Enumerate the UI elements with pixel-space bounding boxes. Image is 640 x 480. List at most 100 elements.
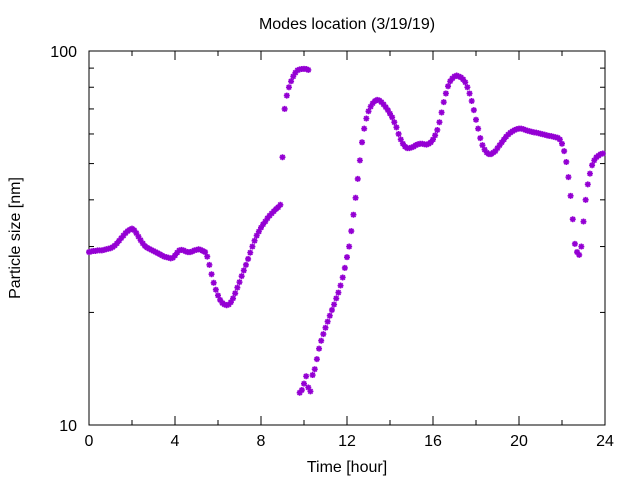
data-point xyxy=(387,110,393,117)
data-point xyxy=(116,237,123,244)
data-point xyxy=(126,226,133,233)
data-point xyxy=(292,69,299,76)
data-point xyxy=(384,107,391,114)
data-point xyxy=(462,79,469,86)
data-point xyxy=(494,145,501,152)
data-point xyxy=(479,142,486,149)
data-point xyxy=(298,387,305,394)
data-point xyxy=(346,243,353,250)
data-point xyxy=(217,296,224,303)
data-point xyxy=(393,124,400,131)
x-tick-label: 20 xyxy=(510,433,528,450)
data-point xyxy=(354,175,361,182)
data-point xyxy=(569,216,576,223)
data-point xyxy=(294,67,301,74)
data-point xyxy=(436,119,443,126)
data-point xyxy=(582,196,589,203)
data-point xyxy=(341,264,348,271)
data-point xyxy=(576,251,583,258)
data-point xyxy=(571,240,578,247)
data-point xyxy=(275,204,282,211)
data-point xyxy=(380,101,387,108)
data-point xyxy=(208,271,215,278)
data-point xyxy=(118,235,125,242)
data-point xyxy=(215,292,221,299)
data-point xyxy=(574,249,581,256)
data-point xyxy=(264,215,271,222)
data-point xyxy=(290,73,297,80)
data-point xyxy=(328,306,335,313)
data-point xyxy=(234,284,241,291)
x-tick-labels: 0 4 8 12 16 20 24 xyxy=(85,433,614,450)
data-point xyxy=(137,237,144,244)
data-point xyxy=(578,243,585,250)
data-point xyxy=(500,136,507,143)
x-tick-label: 4 xyxy=(171,433,180,450)
data-point xyxy=(324,318,331,325)
data-point xyxy=(561,148,568,155)
data-point xyxy=(133,230,140,237)
data-point xyxy=(303,66,310,73)
data-point xyxy=(567,192,574,199)
data-point xyxy=(316,345,323,352)
axis-ticks xyxy=(88,50,606,426)
data-point xyxy=(430,136,436,143)
data-point xyxy=(565,174,572,181)
data-point xyxy=(251,237,258,244)
data-point xyxy=(303,373,310,380)
data-point xyxy=(559,140,565,147)
data-point xyxy=(172,252,178,259)
data-point xyxy=(242,261,249,268)
data-point xyxy=(481,146,488,153)
data-point xyxy=(333,295,340,302)
data-point xyxy=(412,142,419,149)
data-point xyxy=(580,218,587,225)
data-point xyxy=(285,84,292,91)
data-point xyxy=(408,144,415,151)
data-point xyxy=(318,337,325,344)
data-point xyxy=(204,253,211,260)
data-point xyxy=(301,380,307,387)
data-point xyxy=(466,90,473,97)
data-point xyxy=(434,126,441,133)
data-point xyxy=(277,201,284,208)
data-point xyxy=(288,78,295,85)
data-point xyxy=(238,273,245,280)
data-point xyxy=(320,331,327,338)
data-point xyxy=(255,228,262,235)
data-point xyxy=(496,142,503,149)
data-point xyxy=(438,109,445,116)
data-point xyxy=(311,366,318,373)
data-point xyxy=(227,299,234,306)
data-point xyxy=(356,157,363,164)
data-point xyxy=(335,289,342,296)
y-tick-label: 10 xyxy=(59,418,77,435)
data-point xyxy=(169,254,176,261)
data-point xyxy=(135,233,142,240)
data-point xyxy=(283,92,290,99)
data-point xyxy=(230,295,237,302)
x-tick-label: 12 xyxy=(338,433,356,450)
data-point xyxy=(470,107,477,114)
data-point xyxy=(556,136,563,143)
data-point xyxy=(589,162,596,169)
x-axis-label: Time [hour] xyxy=(307,459,387,476)
data-point xyxy=(212,286,219,293)
data-point xyxy=(322,324,329,331)
x-tick-label: 8 xyxy=(257,433,266,450)
chart-title: Modes location (3/19/19) xyxy=(259,16,435,33)
data-point xyxy=(440,99,447,106)
data-point xyxy=(586,170,593,177)
data-point xyxy=(236,279,243,286)
data-point xyxy=(397,136,404,143)
data-point xyxy=(363,115,370,122)
data-point xyxy=(464,84,471,91)
data-point xyxy=(305,66,312,73)
data-point xyxy=(326,312,333,319)
data-point xyxy=(331,301,338,308)
x-tick-label: 24 xyxy=(596,433,614,450)
data-point xyxy=(473,116,479,123)
data-point xyxy=(350,211,357,218)
data-point xyxy=(131,227,138,234)
